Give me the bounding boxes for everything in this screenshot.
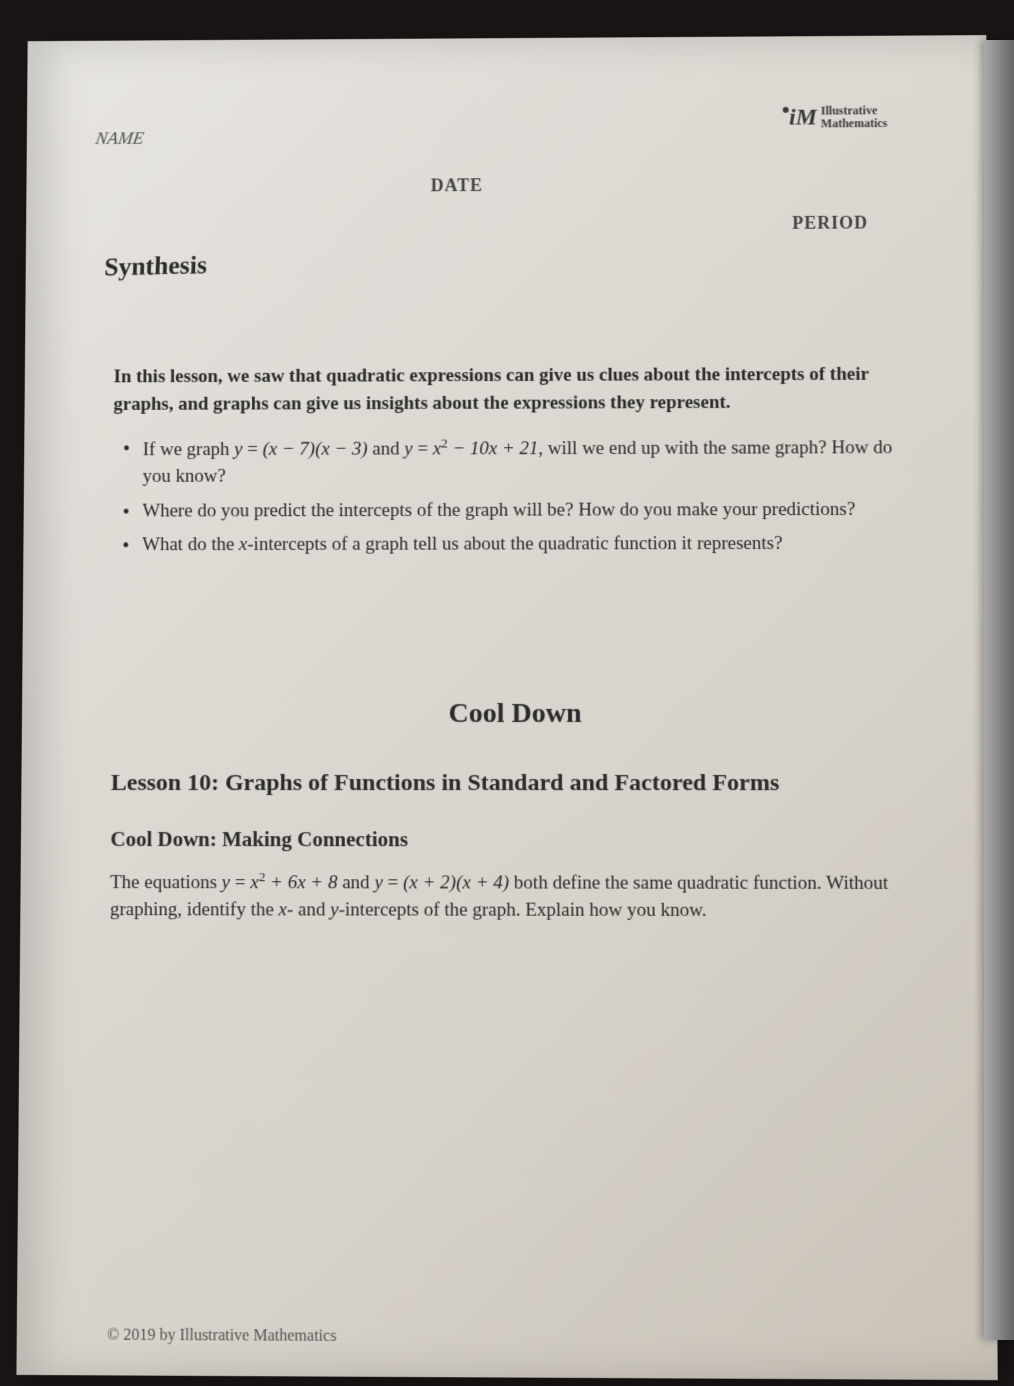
- cooldown-body: The equations y = x2 + 6x + 8 and y = (x…: [110, 868, 923, 925]
- copyright-footer: © 2019 by Illustrative Mathematics: [107, 1327, 337, 1346]
- synthesis-bullets: If we graph y = (x − 7)(x − 3) and y = x…: [112, 433, 920, 559]
- period-label: PERIOD: [792, 213, 868, 234]
- bullet-3-post: -intercepts of a graph tell us about the…: [247, 533, 782, 555]
- cd-eq2-lhs: y: [374, 872, 382, 893]
- name-label: NAME: [94, 128, 145, 149]
- cd-eq1-rhs-a: x: [250, 872, 259, 893]
- bullet-2: Where do you predict the intercepts of t…: [142, 496, 920, 524]
- cd-mid: and: [337, 872, 374, 893]
- header-fields: NAME DATE PERIOD: [115, 94, 918, 236]
- synthesis-title: Synthesis: [104, 235, 919, 282]
- cd-eq1-lhs: y: [222, 872, 231, 893]
- bullet-1: If we graph y = (x − 7)(x − 3) and y = x…: [143, 433, 920, 490]
- cd-var-y: y: [330, 899, 339, 920]
- bullet-1-mid: and: [368, 439, 405, 460]
- bullet-3-pre: What do the: [142, 534, 239, 555]
- cd-post2: - and: [287, 899, 330, 920]
- cd-eq1-rhs-b: + 6x + 8: [265, 872, 337, 893]
- cd-eq2-rhs: (x + 2)(x + 4): [403, 872, 509, 893]
- bullet-1-eq1-rhs: (x − 7)(x − 3): [263, 439, 368, 460]
- worksheet-page: iMIllustrativeMathematics NAME DATE PERI…: [16, 35, 997, 1380]
- page-stack-edge: [984, 40, 1014, 1340]
- bullet-1-eq1-lhs: y: [234, 440, 242, 461]
- cooldown-heading: Cool Down: [111, 698, 921, 730]
- synthesis-intro: In this lesson, we saw that quadratic ex…: [113, 361, 919, 418]
- bullet-1-pre: If we graph: [143, 440, 235, 461]
- lesson-title: Lesson 10: Graphs of Functions in Standa…: [111, 770, 922, 797]
- cooldown-subsection: Cool Down: Making Connections: [110, 827, 922, 853]
- bullet-1-eq2-lhs: y: [404, 439, 412, 460]
- date-label: DATE: [431, 175, 483, 196]
- cd-post3: -intercepts of the graph. Explain how yo…: [339, 899, 707, 921]
- synthesis-body: In this lesson, we saw that quadratic ex…: [112, 361, 920, 559]
- bullet-3: What do the x-intercepts of a graph tell…: [142, 531, 920, 559]
- bullet-1-eq2-rhs-a: x: [433, 439, 441, 460]
- bullet-1-eq2-rhs-b: − 10x + 21: [448, 439, 539, 460]
- cd-pre: The equations: [110, 872, 222, 893]
- bullet-3-var: x: [239, 534, 247, 555]
